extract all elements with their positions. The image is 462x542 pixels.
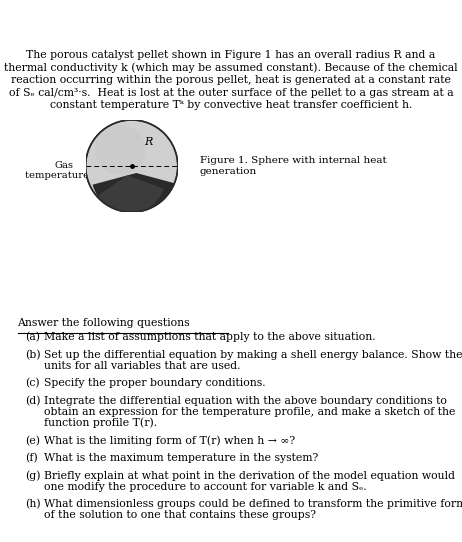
Text: Answer the following questions: Answer the following questions	[18, 318, 190, 328]
Text: constant temperature Tᵏ by convective heat transfer coefficient h.: constant temperature Tᵏ by convective he…	[50, 100, 412, 110]
Circle shape	[95, 125, 146, 175]
Text: Gas: Gas	[54, 161, 73, 170]
Text: of the solution to one that contains these groups?: of the solution to one that contains the…	[44, 511, 316, 520]
Text: thermal conductivity k (which may be assumed constant). Because of the chemical: thermal conductivity k (which may be ass…	[4, 63, 458, 73]
Text: (b): (b)	[25, 350, 41, 360]
Text: Integrate the differential equation with the above boundary conditions to: Integrate the differential equation with…	[44, 396, 447, 406]
Text: (a): (a)	[25, 332, 40, 343]
Text: (c): (c)	[25, 378, 40, 389]
Text: function profile T(r).: function profile T(r).	[44, 418, 157, 429]
Text: (g): (g)	[25, 470, 41, 481]
Text: Figure 1. Sphere with internal heat: Figure 1. Sphere with internal heat	[200, 157, 386, 165]
Text: Set up the differential equation by making a shell energy balance. Show the: Set up the differential equation by maki…	[44, 350, 462, 359]
Text: units for all variables that are used.: units for all variables that are used.	[44, 360, 240, 371]
Text: temperature Tᵏ: temperature Tᵏ	[25, 171, 103, 180]
Text: one modify the procedure to account for variable k and Sₑ.: one modify the procedure to account for …	[44, 482, 366, 492]
Text: (e): (e)	[25, 435, 40, 446]
Text: (d): (d)	[25, 396, 41, 406]
Text: Specify the proper boundary conditions.: Specify the proper boundary conditions.	[44, 378, 266, 388]
Text: What is the maximum temperature in the system?: What is the maximum temperature in the s…	[44, 453, 318, 463]
Text: The porous catalyst pellet shown in Figure 1 has an overall radius R and a: The porous catalyst pellet shown in Figu…	[26, 50, 436, 60]
Wedge shape	[93, 173, 180, 218]
Text: obtain an expression for the temperature profile, and make a sketch of the: obtain an expression for the temperature…	[44, 407, 455, 417]
Text: (h): (h)	[25, 499, 41, 509]
Wedge shape	[95, 175, 164, 215]
Text: (f): (f)	[25, 453, 38, 463]
Text: What dimensionless groups could be defined to transform the primitive form: What dimensionless groups could be defin…	[44, 499, 462, 509]
Text: of Sₑ cal/cm³·s.  Heat is lost at the outer surface of the pellet to a gas strea: of Sₑ cal/cm³·s. Heat is lost at the out…	[9, 88, 453, 98]
Circle shape	[85, 120, 178, 212]
Text: What is the limiting form of T(r) when h → ∞?: What is the limiting form of T(r) when h…	[44, 435, 295, 446]
Text: R: R	[145, 137, 153, 147]
Text: Make a list of assumptions that apply to the above situation.: Make a list of assumptions that apply to…	[44, 332, 376, 342]
Text: Briefly explain at what point in the derivation of the model equation would: Briefly explain at what point in the der…	[44, 470, 455, 481]
Text: generation: generation	[200, 167, 257, 176]
Text: reaction occurring within the porous pellet, heat is generated at a constant rat: reaction occurring within the porous pel…	[11, 75, 451, 85]
